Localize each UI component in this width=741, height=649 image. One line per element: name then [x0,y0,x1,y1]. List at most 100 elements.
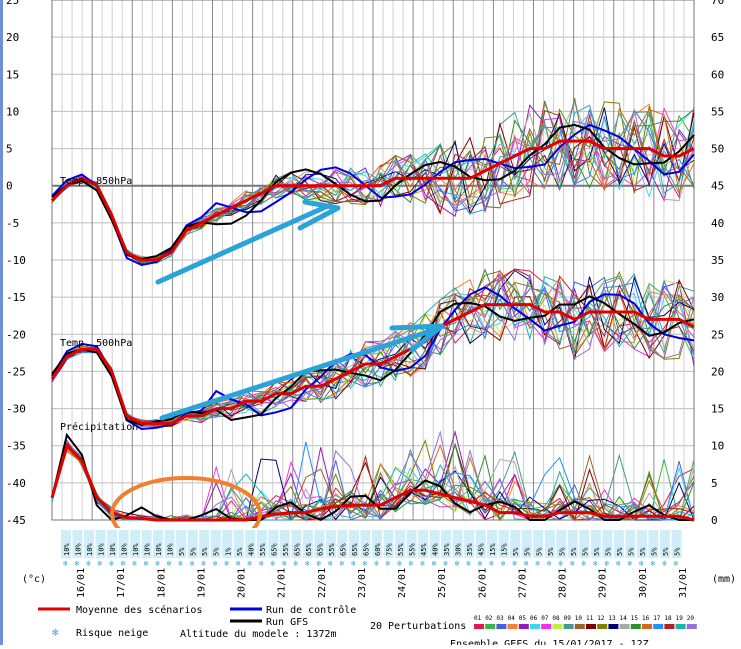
left-axis-tick-label: -5 [6,217,19,230]
snow-risk-cell [314,530,325,558]
annotation-arrow-t500 [159,325,443,421]
left-axis-tick-label: 15 [6,68,19,81]
right-axis-tick-label: 40 [711,217,724,230]
snowflake-icon: ❄ [535,559,540,568]
snowflake-icon: ❄ [558,559,563,568]
snow-risk-cell [579,530,590,558]
snow-risk-value: 30% [455,543,463,556]
snowflake-icon: ❄ [316,559,321,568]
snow-risk-value: 5% [524,547,532,556]
snow-risk-value: 5% [604,547,612,556]
legend-snowflake-icon: ❄ [52,626,59,639]
snow-risk-value: 65% [305,543,313,556]
snow-risk-value: 5% [558,547,566,556]
snow-risk-cell [222,530,233,558]
legend-pert-number: 09 [564,615,572,622]
x-axis-date-label: 23/01 [357,568,368,598]
snow-risk-cell [441,530,452,558]
snowflake-icon: ❄ [397,559,402,568]
snowflake-icon: ❄ [121,559,126,568]
legend-pert-swatch [485,624,496,629]
snow-risk-value: 10% [98,543,106,556]
plot-frame [51,0,695,521]
snow-risk-cell [268,530,279,558]
snow-risk-cell [671,530,682,558]
snowflake-icon: ❄ [386,559,391,568]
panel-label-t500: Temp. 500hPa [60,338,132,349]
legend-pert-swatch [608,624,619,629]
left-axis-tick-label: -20 [6,328,26,341]
snow-risk-cell [72,530,83,558]
right-axis-tick-label: 10 [711,440,724,453]
snow-risk-value: 10% [109,543,117,556]
snow-risk-cell [602,530,613,558]
snowflake-icon: ❄ [270,559,275,568]
legend-pert-swatch [586,624,596,629]
gfs-run-t850-line [51,123,695,260]
x-axis-date-label: 28/01 [558,568,569,598]
snow-risk-value: 5% [570,547,578,556]
snow-risk-cell [61,530,71,558]
snow-risk-cell [556,530,567,558]
x-axis-date-label: 20/01 [237,568,248,598]
left-axis-tick-label: -40 [6,477,26,490]
snowflake-icon: ❄ [547,559,552,568]
snowflake-icon: ❄ [374,559,379,568]
left-axis-tick-label: -15 [6,291,26,304]
snowflake-icon: ❄ [639,559,644,568]
right-axis-tick-label: 5 [711,477,718,490]
legend-pert-number: 08 [552,615,560,622]
snow-risk-value: 55% [397,543,405,556]
snow-risk-value: 55% [328,543,336,556]
snow-risk-value: 1% [224,547,232,556]
snowflake-icon: ❄ [501,559,506,568]
legend-pert-number: 13 [608,615,616,622]
snowflake-icon: ❄ [236,559,241,568]
x-axis-date-label: 19/01 [196,568,207,598]
snow-risk-value: 60% [374,543,382,556]
snowflake-icon: ❄ [524,559,529,568]
snow-risk-cell [372,530,382,558]
snow-risk-cell [659,530,670,558]
x-axis-date-label: 24/01 [397,568,408,598]
snow-risk-cell [95,530,106,558]
legend-pert-swatch [563,624,574,629]
snow-risk-cell [475,530,486,558]
snow-risk-cell [233,530,244,558]
snow-risk-cell [325,530,336,558]
snow-risk-value: 65% [351,543,359,556]
x-axis-date-label: 30/01 [638,568,649,598]
snowflake-icon: ❄ [247,559,252,568]
legend-pert-number: 04 [508,615,516,622]
snowflake-icon: ❄ [282,559,287,568]
snowflake-icon: ❄ [201,559,206,568]
panel-label-precip: Précipitation [60,421,138,433]
snow-risk-value: 65% [270,543,278,556]
snow-risk-cell [130,530,141,558]
mean-precip-line [50,442,695,522]
snowflake-icon: ❄ [673,559,678,568]
legend-pert-number: 16 [642,615,650,622]
snow-risk-value: 5% [650,547,658,556]
left-edge-bar [0,0,3,645]
snow-risk-cell [291,530,302,558]
snow-risk-cell [406,530,417,558]
left-axis-tick-label: 0 [6,180,13,193]
legend-snow-label: Risque neige [76,628,148,639]
legend-altitude: Altitude du modele : 1372m [180,629,337,640]
snow-risk-cell [141,530,152,558]
snow-risk-value: 45% [478,543,486,556]
snowflake-icon: ❄ [662,559,667,568]
legend-pert-number: 10 [575,615,583,622]
legend-pert-number: 14 [620,615,628,622]
snowflake-icon: ❄ [109,559,114,568]
snowflake-icon: ❄ [190,559,195,568]
left-axis-tick-label: 5 [6,143,13,156]
annotation-arrowhead-t850 [297,199,341,231]
snow-risk-value: 35% [466,543,474,556]
snow-risk-value: 5% [178,547,186,556]
snowflake-icon: ❄ [409,559,414,568]
legend-gfs-label: Run GFS [266,617,308,628]
x-axis-date-label: 29/01 [598,568,609,598]
